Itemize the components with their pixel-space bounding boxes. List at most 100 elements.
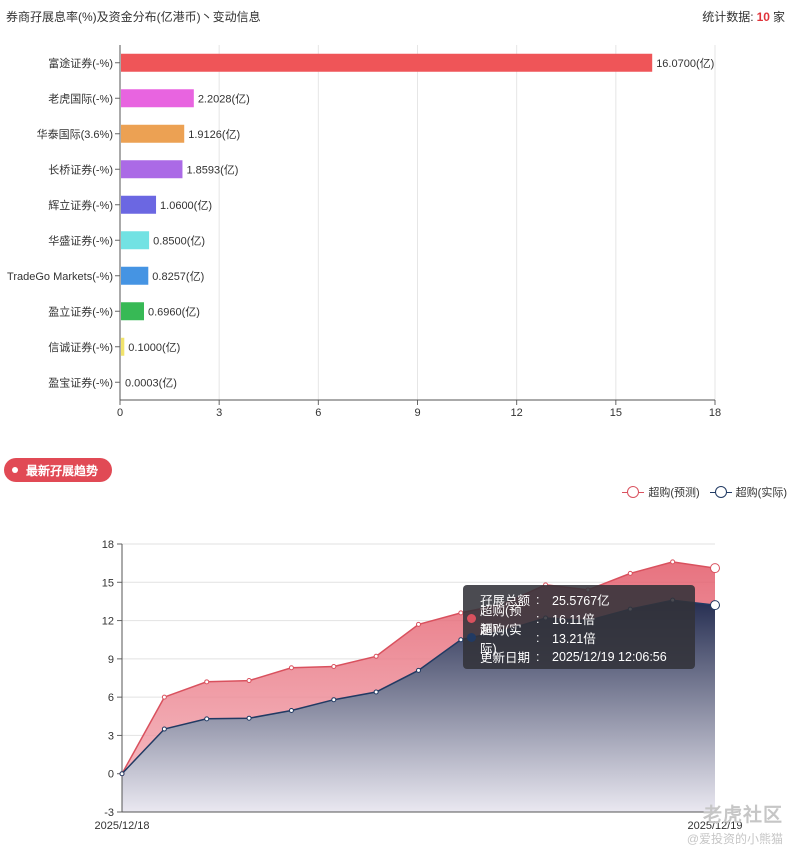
legend-item-actual[interactable]: 超购(实际): [709, 484, 787, 500]
bar-category-label: 华泰国际(3.6%): [37, 127, 113, 141]
forecast-point: [710, 563, 720, 574]
forecast-point: [373, 653, 379, 659]
area-y-tick-label: 6: [108, 692, 114, 704]
area-x-start-label: 2025/12/18: [94, 820, 149, 832]
bar: [121, 89, 194, 108]
watermark: 老虎社区 @爱投资的小熊猫: [687, 800, 783, 847]
bar: [121, 160, 183, 179]
bar-category-label: 盈立证券(-%): [48, 304, 113, 318]
forecast-point: [458, 610, 464, 616]
bar-category-label: 信诚证券(-%): [48, 340, 113, 354]
bar-value-label: 1.9126(亿): [188, 128, 240, 141]
tooltip-row-actual: 超购(实际):13.21倍: [463, 623, 695, 656]
bar-value-label: 0.1000(亿): [128, 341, 180, 354]
actual-point: [416, 667, 421, 673]
actual-point: [710, 600, 720, 611]
actual-point: [288, 708, 294, 714]
tooltip-row-total: 孖展总额:25.5767亿: [463, 590, 695, 609]
bar-category-label: 盈宝证券(-%): [48, 375, 113, 389]
bar-x-tick-label: 9: [414, 407, 420, 419]
bar-category-label: TradeGo Markets(-%): [7, 271, 113, 283]
tooltip-forecast-value: 16.11倍: [552, 613, 595, 627]
bar-x-tick-label: 3: [216, 407, 222, 419]
area-x-end-label: 2025/12/19: [687, 820, 742, 832]
stat-count: 统计数据: 10 家: [702, 8, 785, 25]
stat-count-suffix: 家: [772, 10, 785, 24]
latest-trend-tab[interactable]: 最新孖展趋势: [4, 458, 112, 482]
subscription-trend-chart: -3 0 3 6 9 12 15 18 2025/12/18 2025/12/19: [94, 539, 742, 832]
actual-point: [458, 637, 464, 643]
tooltip-row-date: 更新日期:2025/12/19 12:06:56: [463, 647, 695, 666]
bar-x-tick-label: 6: [315, 407, 321, 419]
area-y-tick-label: 12: [102, 616, 114, 628]
bar-category-label: 老虎国际(-%): [48, 92, 113, 105]
page-title: 券商孖展息率(%)及资金分布(亿港币)丶变动信息: [6, 10, 261, 24]
tooltip-date-label: 更新日期: [480, 651, 531, 665]
bar: [121, 266, 149, 285]
tooltip-row-forecast: 超购(预测):16.11倍: [463, 604, 695, 637]
bar-value-label: 1.8593(亿): [186, 163, 238, 176]
bar-category-label: 富途证券(-%): [48, 56, 113, 70]
actual-point: [119, 771, 125, 777]
actual-point: [204, 716, 210, 722]
forecast-point: [288, 665, 294, 671]
bar-value-label: 0.8500(亿): [153, 234, 205, 247]
legend-item-forecast[interactable]: 超购(预测): [622, 484, 700, 500]
tooltip-total-value: 25.5767亿: [552, 594, 610, 608]
forecast-point: [627, 570, 633, 576]
bar-value-label: 1.0600(亿): [160, 199, 212, 212]
watermark-brand: 老虎社区: [702, 805, 783, 826]
bar: [121, 195, 157, 214]
tooltip-forecast-label: 超购(预测): [480, 603, 522, 637]
stat-count-prefix: 统计数据:: [702, 10, 754, 24]
bar: [121, 231, 150, 250]
bar-category-label: 华盛证券(-%): [48, 233, 113, 247]
forecast-point: [204, 679, 210, 685]
bar-value-label: 0.8257(亿): [152, 270, 204, 283]
legend-actual-label: 超购(实际): [735, 487, 787, 499]
bullet-icon: [12, 467, 18, 473]
bar-x-tick-label: 12: [511, 407, 523, 419]
area-y-tick-label: 9: [108, 654, 114, 666]
forecast-point: [331, 664, 337, 670]
latest-trend-label: 最新孖展趋势: [26, 463, 99, 478]
chart-tooltip: 孖展总额:25.5767亿 超购(预测):16.11倍 超购(实际):13.21…: [463, 585, 695, 669]
bar-x-tick-label: 18: [709, 407, 721, 419]
forecast-point: [246, 678, 252, 684]
chart-legend: 超购(预测) 超购(实际): [612, 484, 787, 500]
actual-point: [331, 697, 337, 703]
area-y-tick-label: 0: [108, 769, 114, 781]
legend-actual-marker-icon: [709, 486, 732, 498]
actual-point: [373, 689, 379, 695]
bar-value-label: 0.6960(亿): [148, 305, 200, 318]
area-y-tick-label: 18: [102, 539, 114, 551]
actual-point: [161, 726, 167, 732]
bar-value-label: 0.0003(亿): [125, 376, 177, 389]
tooltip-actual-value: 13.21倍: [552, 632, 596, 646]
area-y-tick-label: 15: [102, 577, 114, 589]
bar: [121, 53, 653, 72]
bar-value-label: 16.0700(亿): [656, 57, 714, 70]
area-y-tick-label: 3: [108, 730, 114, 742]
tooltip-total-label: 孖展总额: [480, 594, 531, 608]
tooltip-forecast-dot-icon: [467, 614, 476, 623]
broker-bar-chart: 0 3 6 9 12 15 18 富途证券(-%) 16.0700(亿) 老虎国际(-%) 2.20…: [7, 45, 721, 419]
forecast-point: [670, 559, 676, 565]
tooltip-date-value: 2025/12/19 12:06:56: [552, 649, 667, 664]
bar-value-label: 2.2028(亿): [198, 92, 250, 105]
forecast-point: [161, 694, 167, 700]
legend-forecast-marker-icon: [622, 486, 645, 498]
bar-category-label: 长桥证券(-%): [48, 162, 113, 176]
legend-forecast-label: 超购(预测): [648, 487, 700, 499]
bar: [121, 302, 145, 321]
bar-x-tick-label: 15: [610, 407, 622, 419]
watermark-user: @爱投资的小熊猫: [686, 832, 783, 846]
stat-count-number: 10: [756, 10, 770, 24]
bar-category-label: 辉立证券(-%): [48, 198, 113, 212]
tooltip-actual-dot-icon: [467, 633, 476, 642]
area-y-tick-label: -3: [104, 807, 114, 819]
bar: [121, 124, 185, 143]
forecast-point: [416, 621, 421, 627]
bar: [121, 337, 125, 356]
actual-point: [246, 715, 252, 721]
